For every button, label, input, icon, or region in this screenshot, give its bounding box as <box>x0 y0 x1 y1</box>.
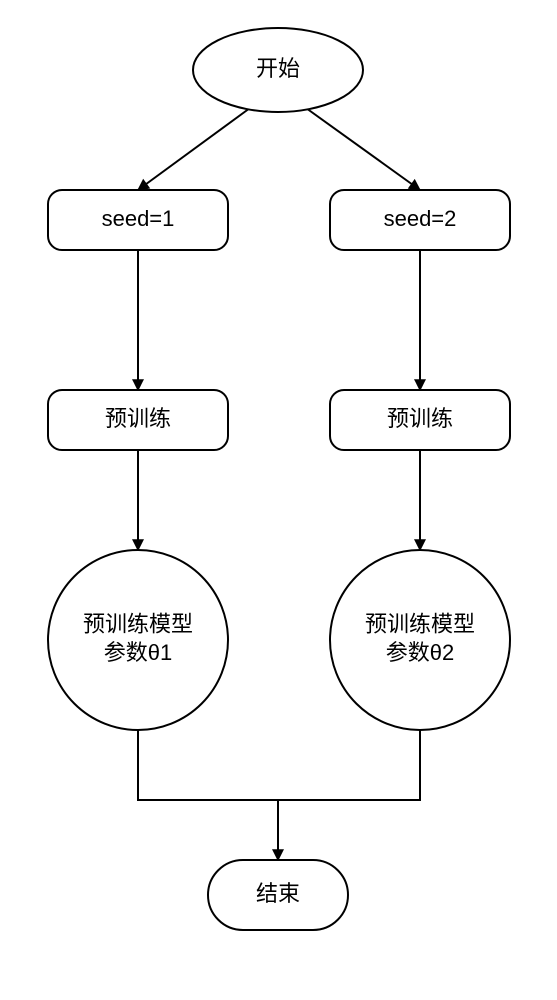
node-pre1-label: 预训练 <box>105 406 171 431</box>
edge-param1-end <box>138 730 278 860</box>
flowchart-canvas: 开始 seed=1 seed=2 预训练 预训练预训练模型参数θ1 预训练模型参数θ2 结束 <box>0 0 557 1000</box>
edge-start-seed2 <box>306 108 420 190</box>
node-param2-label-1: 参数θ2 <box>386 640 454 665</box>
node-seed2-label: seed=2 <box>384 206 457 231</box>
node-start-label: 开始 <box>256 56 300 81</box>
node-seed1-label: seed=1 <box>102 206 175 231</box>
node-end-label: 结束 <box>256 881 300 906</box>
edge-param2-end <box>278 730 420 860</box>
node-param2-label-0: 预训练模型 <box>365 612 475 637</box>
edge-start-seed1 <box>138 108 250 190</box>
node-param1-label-0: 预训练模型 <box>83 612 193 637</box>
node-param1-label-1: 参数θ1 <box>104 640 172 665</box>
node-pre2-label: 预训练 <box>387 406 453 431</box>
